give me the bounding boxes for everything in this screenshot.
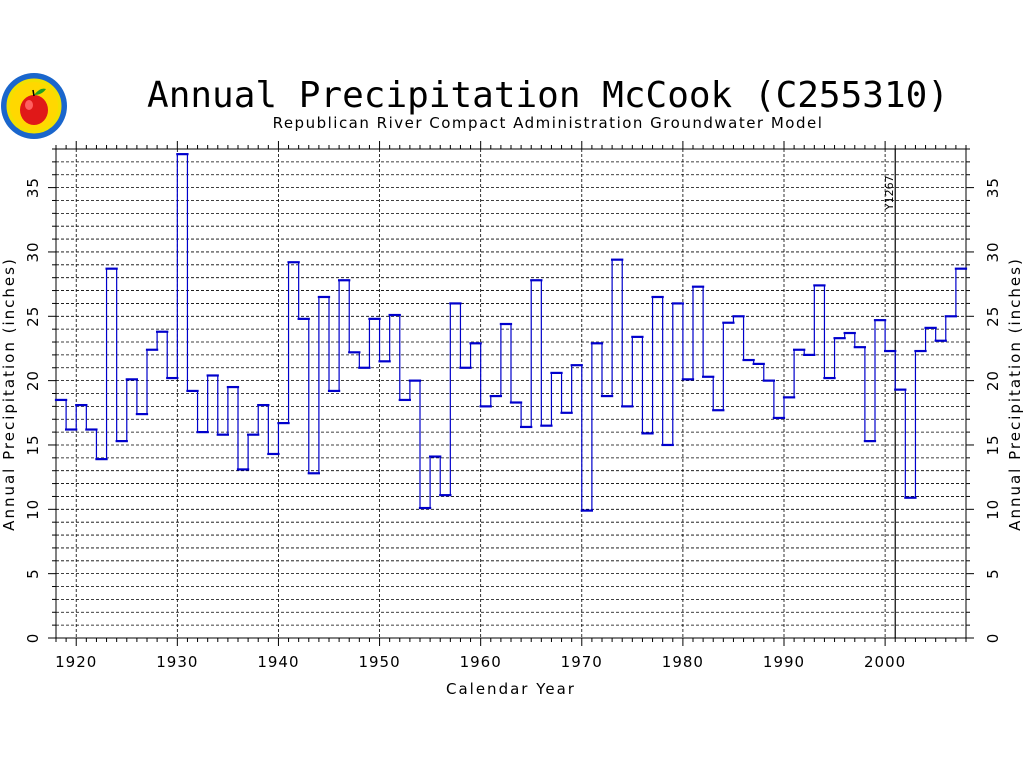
y-tick-label-right: 10 bbox=[984, 499, 1002, 520]
logo-icon bbox=[1, 73, 67, 139]
chart-subtitle: Republican River Compact Administration … bbox=[273, 114, 824, 132]
x-tick-label: 1950 bbox=[358, 653, 400, 671]
y-tick-label-right: 0 bbox=[984, 633, 1002, 644]
y-tick-label-left: 25 bbox=[24, 306, 42, 327]
y-axis-title-right: Annual Precipitation (inches) bbox=[1006, 257, 1024, 531]
x-tick-label: 1980 bbox=[662, 653, 704, 671]
x-tick-label: 1990 bbox=[763, 653, 805, 671]
chart-title: Annual Precipitation McCook (C255310) bbox=[147, 75, 949, 116]
y-tick-label-left: 30 bbox=[24, 241, 42, 262]
x-tick-label: 1920 bbox=[55, 653, 97, 671]
grid-layer bbox=[56, 149, 966, 638]
y-tick-label-left: 35 bbox=[24, 177, 42, 198]
x-tick-label: 1970 bbox=[561, 653, 603, 671]
x-tick-label: 2000 bbox=[864, 653, 906, 671]
x-tick-label: 1960 bbox=[460, 653, 502, 671]
y-tick-label-right: 15 bbox=[984, 434, 1002, 455]
y-axis-title-left: Annual Precipitation (inches) bbox=[0, 257, 18, 531]
label-layer: 1920 1930 1940 1950 1960 1970 1980 1990 2000 0 0 5 5… bbox=[24, 175, 1002, 671]
x-axis-title: Calendar Year bbox=[446, 680, 576, 698]
y-tick-label-right: 5 bbox=[984, 568, 1002, 579]
y-tick-label-left: 5 bbox=[24, 568, 42, 579]
x-tick-label: 1940 bbox=[257, 653, 299, 671]
x-tick-label: 1930 bbox=[156, 653, 198, 671]
axis-layer bbox=[48, 141, 974, 646]
y-tick-label-right: 20 bbox=[984, 370, 1002, 391]
y-tick-label-left: 15 bbox=[24, 434, 42, 455]
y-tick-label-right: 35 bbox=[984, 177, 1002, 198]
y-tick-label-left: 20 bbox=[24, 370, 42, 391]
annotation-label: Y1267 bbox=[883, 175, 896, 211]
series-layer bbox=[54, 149, 968, 638]
y-tick-label-left: 0 bbox=[24, 633, 42, 644]
y-tick-label-left: 10 bbox=[24, 499, 42, 520]
y-tick-label-right: 30 bbox=[984, 241, 1002, 262]
y-tick-label-right: 25 bbox=[984, 306, 1002, 327]
